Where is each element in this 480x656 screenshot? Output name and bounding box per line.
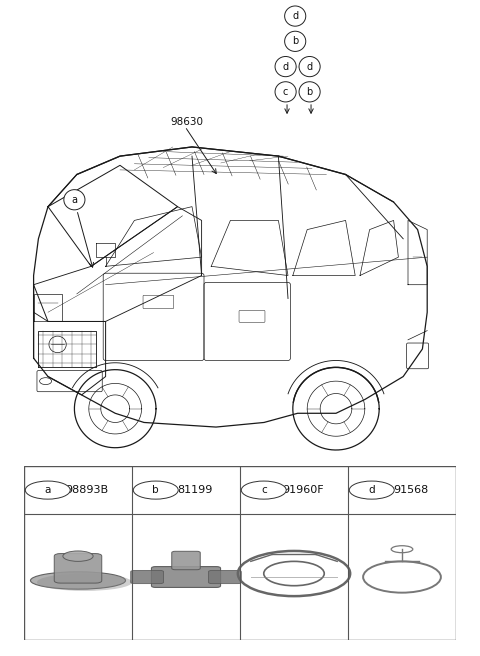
FancyBboxPatch shape: [152, 567, 221, 588]
Text: b: b: [306, 87, 313, 97]
Circle shape: [241, 481, 286, 499]
Text: 98893B: 98893B: [65, 485, 108, 495]
Text: c: c: [283, 87, 288, 97]
Circle shape: [349, 481, 394, 499]
Circle shape: [299, 56, 320, 77]
Ellipse shape: [30, 572, 126, 589]
Text: 98630: 98630: [170, 117, 204, 127]
Text: d: d: [283, 62, 288, 72]
FancyBboxPatch shape: [54, 554, 102, 583]
Circle shape: [25, 481, 70, 499]
Ellipse shape: [37, 573, 132, 591]
Circle shape: [285, 6, 306, 26]
Text: 91960F: 91960F: [282, 485, 324, 495]
FancyBboxPatch shape: [208, 571, 241, 584]
Circle shape: [133, 481, 178, 499]
Text: c: c: [261, 485, 266, 495]
Text: d: d: [369, 485, 375, 495]
Text: d: d: [307, 62, 312, 72]
Circle shape: [285, 31, 306, 51]
Text: 81199: 81199: [177, 485, 212, 495]
FancyBboxPatch shape: [131, 571, 164, 584]
Circle shape: [64, 190, 85, 210]
Ellipse shape: [63, 551, 93, 562]
Circle shape: [275, 82, 296, 102]
Text: 91568: 91568: [393, 485, 428, 495]
Text: b: b: [292, 36, 299, 47]
FancyBboxPatch shape: [172, 551, 200, 569]
Text: a: a: [72, 195, 77, 205]
Text: d: d: [292, 11, 298, 21]
Circle shape: [299, 82, 320, 102]
Text: a: a: [45, 485, 51, 495]
Circle shape: [275, 56, 296, 77]
Text: b: b: [153, 485, 159, 495]
FancyBboxPatch shape: [24, 466, 456, 640]
